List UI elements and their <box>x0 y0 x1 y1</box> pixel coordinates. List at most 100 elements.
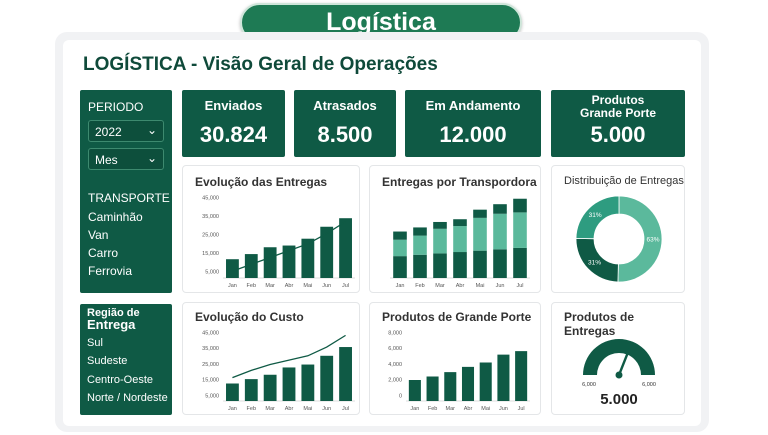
bar-segment <box>433 228 447 254</box>
bar <box>444 372 457 401</box>
bar <box>479 362 492 401</box>
x-tick-label: Jul <box>518 406 525 412</box>
bar-segment <box>493 213 507 250</box>
x-tick-label: Abr <box>456 283 465 289</box>
period-label: PERIODO <box>88 100 144 114</box>
kpi-atrasados: Atrasados 8.500 <box>294 90 396 157</box>
bar <box>263 374 277 401</box>
bar-segment <box>513 198 527 213</box>
bar <box>301 238 315 278</box>
gauge-min-label: 6,000 <box>582 382 596 388</box>
y-tick-label: 45,000 <box>202 330 219 336</box>
x-tick-label: Mar <box>435 283 445 289</box>
bar-segment <box>393 256 407 278</box>
bar <box>282 367 296 401</box>
transport-item-ferrovia[interactable]: Ferrovia <box>88 264 133 278</box>
gauge-value: 5.000 <box>600 391 638 408</box>
transport-item-van[interactable]: Van <box>88 228 109 242</box>
bar-segment <box>393 239 407 257</box>
kpi-label: Produtos Grande Porte <box>579 93 657 120</box>
slice-label: 63% <box>646 236 659 243</box>
region-label-1: Região de <box>87 307 140 319</box>
region-filter: Região de Entrega Sul Sudeste Centro-Oes… <box>80 304 172 415</box>
x-tick-label: Mar <box>265 406 275 412</box>
x-tick-label: Feb <box>415 283 424 289</box>
y-tick-label: 6,000 <box>388 346 402 352</box>
bar <box>339 218 352 278</box>
y-tick-label: 35,000 <box>202 214 219 220</box>
period-transport-filter: PERIODO 2022 ⌄ Mes ⌄ TRANSPORTE Caminhão V… <box>80 90 172 293</box>
slice-label: 31% <box>589 212 602 219</box>
kpi-label: Enviados <box>204 98 263 113</box>
kpi-value: 30.824 <box>199 122 268 147</box>
bar-segment <box>473 250 487 278</box>
chart-title: Entregas por Transpordora <box>382 175 537 189</box>
bar <box>461 366 475 401</box>
gauge-needle <box>617 347 631 377</box>
x-tick-label: Jul <box>342 283 349 289</box>
kpi-enviados: Enviados 30.824 <box>182 90 285 157</box>
slice-label: 31% <box>588 260 601 267</box>
y-tick-label: 8,000 <box>388 330 402 336</box>
region-item-norte-nordeste[interactable]: Norte / Nordeste <box>87 392 168 404</box>
region-item-sudeste[interactable]: Sudeste <box>87 355 128 367</box>
x-tick-label: Feb <box>247 283 256 289</box>
bar <box>320 226 334 278</box>
x-tick-label: Mai <box>303 406 312 412</box>
y-tick-label: 4,000 <box>388 362 402 368</box>
chart-produtos-entregas-gauge: 6,000 6,000 5.000 <box>582 339 656 408</box>
month-value: Mes <box>95 153 118 167</box>
bar <box>226 383 239 401</box>
region-item-sul[interactable]: Sul <box>87 337 103 349</box>
y-tick-label: 15,000 <box>202 378 219 384</box>
transport-item-caminhao[interactable]: Caminhão <box>88 210 143 224</box>
x-tick-label: Mai <box>303 283 312 289</box>
bar <box>226 259 239 278</box>
chart-card-produtos-entregas: Produtos de Entregas 6,000 6,000 5.000 <box>551 302 685 415</box>
x-tick-label: Jan <box>228 283 237 289</box>
bar-segment <box>453 219 467 227</box>
bar <box>282 245 296 278</box>
bar-segment <box>473 217 487 251</box>
bar <box>339 347 352 401</box>
x-tick-label: Jan <box>410 406 419 412</box>
bar <box>244 379 258 401</box>
trend-line <box>232 334 346 379</box>
bar <box>426 376 439 401</box>
x-tick-label: Abr <box>285 406 294 412</box>
bar-segment <box>513 247 527 278</box>
x-tick-label: Jan <box>396 283 405 289</box>
bar <box>515 351 528 401</box>
chart-title: Evolução das Entregas <box>195 175 328 189</box>
bar-segment <box>453 226 467 253</box>
bar-segment <box>473 209 487 218</box>
kpi-em-andamento: Em Andamento 12.000 <box>405 90 541 157</box>
y-tick-label: 5,000 <box>205 393 219 399</box>
transport-item-carro[interactable]: Carro <box>88 246 119 260</box>
month-select[interactable]: Mes ⌄ <box>88 148 164 170</box>
chart-card-distribuicao-entregas: Distribuição de Entregas 63% 31% 31% <box>551 165 685 293</box>
bar-segment <box>413 227 427 236</box>
kpi-label: Atrasados <box>313 98 377 113</box>
x-tick-label: Jan <box>228 406 237 412</box>
kpi-produtos-grande-porte: Produtos Grande Porte 5.000 <box>551 90 685 157</box>
x-tick-label: Abr <box>285 283 294 289</box>
bar-segment <box>433 253 447 278</box>
chart-evolucao-custo: 45,000 35,000 25,000 15,000 5,000 Jan Feb Mar Ab… <box>202 330 355 412</box>
region-item-centro-oeste[interactable]: Centro-Oeste <box>87 374 154 386</box>
bar-segment <box>453 252 467 278</box>
app-title: Logística <box>326 8 436 36</box>
kpi-value: 5.000 <box>590 122 646 147</box>
bar <box>263 247 277 278</box>
y-tick-label: 2,000 <box>388 378 402 384</box>
bar <box>320 355 334 401</box>
x-tick-label: Abr <box>464 406 473 412</box>
year-select[interactable]: 2022 ⌄ <box>88 120 164 142</box>
gauge-arc <box>583 339 655 375</box>
chart-card-entregas-transportadora: Entregas por Transpordora Jan Feb Mar Abr Ma… <box>369 165 541 293</box>
y-tick-label: 35,000 <box>202 346 219 352</box>
bar-segment <box>513 212 527 248</box>
kpi-value: 12.000 <box>439 122 507 147</box>
bar-segment <box>413 254 427 278</box>
bar-segment <box>493 249 507 278</box>
